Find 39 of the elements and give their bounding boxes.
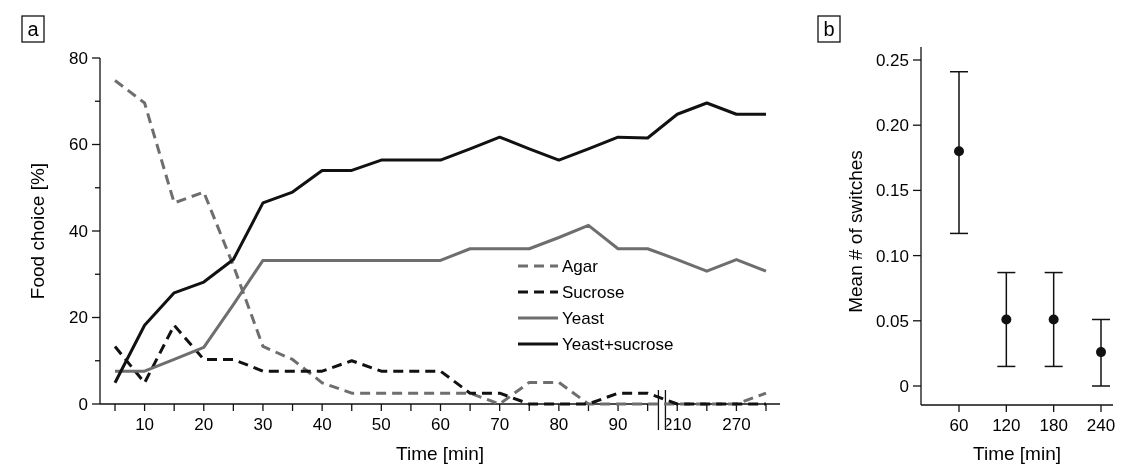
y-axis-title: Food choice [%] — [27, 162, 48, 300]
y-tick-label: 80 — [69, 48, 88, 68]
legend-label: Yeast+sucrose — [562, 335, 674, 354]
legend-label: Yeast — [562, 309, 605, 328]
x-tick-label: 50 — [371, 415, 391, 434]
y-tick-label: 0 — [899, 376, 909, 396]
x-axis-title: Time [min] — [973, 443, 1061, 464]
x-tick-label: 120 — [992, 416, 1021, 435]
x-tick-label: 80 — [549, 415, 569, 434]
x-tick-label: 90 — [608, 415, 628, 434]
y-tick-label: 0.05 — [875, 311, 909, 331]
y-tick-label: 0 — [78, 394, 88, 414]
point — [954, 146, 964, 157]
y-axis-title: Mean # of switches — [845, 150, 866, 313]
point — [1096, 347, 1106, 358]
x-tick-label: 60 — [949, 416, 969, 435]
y-tick-label: 60 — [69, 135, 88, 155]
chart-title: b — [823, 18, 835, 40]
y-tick-label: 0.15 — [875, 181, 909, 201]
x-tick-label: 60 — [431, 415, 450, 434]
legend-label: Agar — [562, 257, 599, 276]
x-tick-label: 30 — [253, 415, 273, 434]
x-tick-label: 70 — [490, 415, 510, 434]
legend-label: Sucrose — [562, 283, 625, 302]
y-tick-label: 20 — [69, 308, 88, 328]
x-tick-label: 10 — [135, 415, 155, 434]
y-tick-label: 0.25 — [875, 50, 909, 70]
point — [1001, 314, 1012, 325]
x-axis-title: Time [min] — [396, 443, 484, 464]
y-tick-label: 0.20 — [875, 116, 909, 136]
x-tick-label: 180 — [1039, 416, 1068, 435]
x-tick-label: 20 — [194, 415, 214, 434]
y-tick-label: 40 — [69, 221, 88, 241]
x-tick-label: 40 — [312, 415, 332, 434]
chart-title: a — [27, 18, 40, 40]
y-tick-label: 0.10 — [875, 246, 909, 266]
point — [1048, 314, 1059, 325]
x-tick-label: 240 — [1086, 416, 1116, 435]
x-tick-label: 270 — [722, 415, 751, 434]
